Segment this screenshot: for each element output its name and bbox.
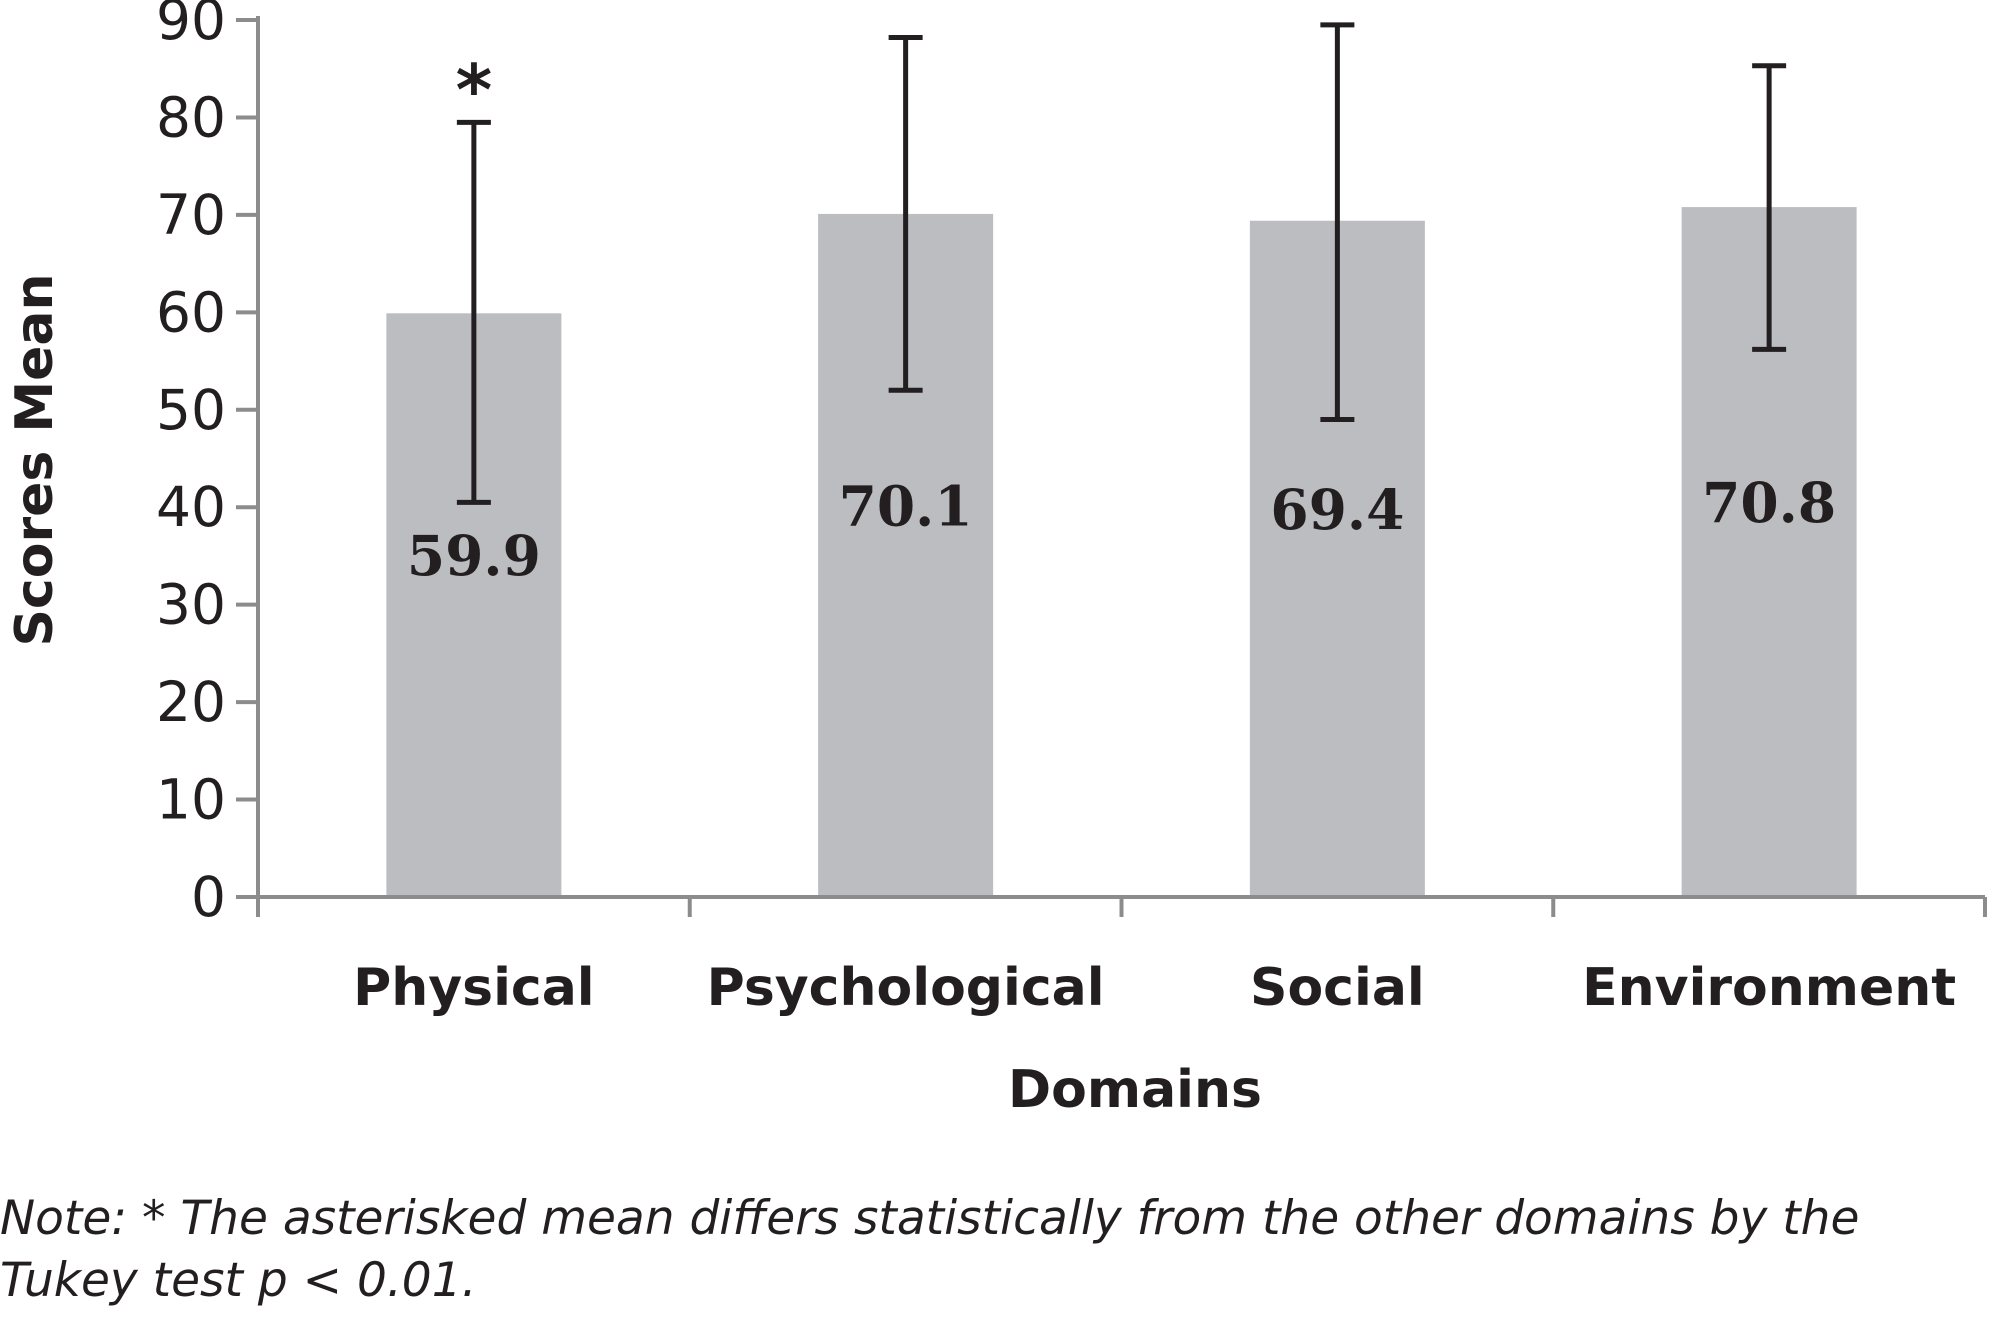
y-tick-label-60: 60 [156, 280, 226, 344]
y-tick-label-0: 0 [191, 865, 226, 929]
chart-footnote: Note: * The asterisked mean differs stat… [0, 1191, 1860, 1308]
y-tick-label-20: 20 [156, 670, 226, 734]
category-label-physical: Physical [353, 958, 595, 1018]
significance-mark-physical: * [456, 49, 493, 131]
category-label-psychological: Psychological [707, 958, 1105, 1018]
category-label-environment: Environment [1582, 958, 1956, 1018]
bars-layer [386, 207, 1857, 898]
y-tick-label-40: 40 [156, 475, 226, 539]
value-label-psychological: 70.1 [839, 473, 973, 538]
y-tick-label-50: 50 [156, 378, 226, 442]
y-tick-label-30: 30 [156, 573, 226, 637]
value-label-social: 69.4 [1270, 477, 1404, 542]
y-tick-label-90: 90 [156, 0, 226, 52]
category-label-social: Social [1250, 958, 1425, 1018]
y-tick-label-80: 80 [156, 85, 226, 149]
axes: 0 10 20 30 40 50 60 70 80 90 [156, 0, 1987, 929]
value-label-physical: 59.9 [407, 523, 541, 588]
labels-layer: 59.9 Physical * 70.1 Psychological 69.4 Social… [353, 49, 1956, 1018]
y-axis-title: Scores Mean [5, 273, 65, 646]
y-tick-label-10: 10 [156, 768, 226, 832]
error-bars-layer [456, 22, 1787, 505]
y-tick-label-70: 70 [156, 183, 226, 247]
x-axis-title: Domains [1008, 1060, 1262, 1120]
value-label-environment: 70.8 [1702, 470, 1836, 535]
